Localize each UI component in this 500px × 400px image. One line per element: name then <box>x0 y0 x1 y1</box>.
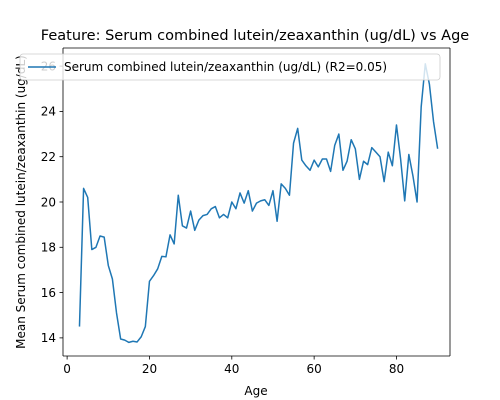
axes <box>62 47 451 357</box>
legend-label: Serum combined lutein/zeaxanthin (ug/dL)… <box>64 60 387 74</box>
x-tick-label: 60 <box>306 362 321 376</box>
y-tick-label: 20 <box>41 195 56 209</box>
y-tick-label: 16 <box>41 286 56 300</box>
y-tick-label: 18 <box>41 241 56 255</box>
legend-box <box>19 53 441 81</box>
y-axis-label: Mean Serum combined lutein/zeaxanthin (u… <box>14 55 28 349</box>
chart-marks <box>78 63 439 344</box>
y-tick-label: 22 <box>41 150 56 164</box>
x-tick-label: 20 <box>142 362 157 376</box>
x-tick-label: 80 <box>389 362 404 376</box>
plot-area <box>63 48 450 356</box>
y-tick-label: 24 <box>41 105 56 119</box>
chart-title: Feature: Serum combined lutein/zeaxanthi… <box>41 28 469 44</box>
legend: Serum combined lutein/zeaxanthin (ug/dL)… <box>19 53 441 81</box>
x-axis-label: Age <box>244 384 267 398</box>
y-tick-label: 14 <box>41 331 56 345</box>
series-line <box>78 63 439 344</box>
x-tick-label: 0 <box>63 362 71 376</box>
x-tick-label: 40 <box>224 362 239 376</box>
